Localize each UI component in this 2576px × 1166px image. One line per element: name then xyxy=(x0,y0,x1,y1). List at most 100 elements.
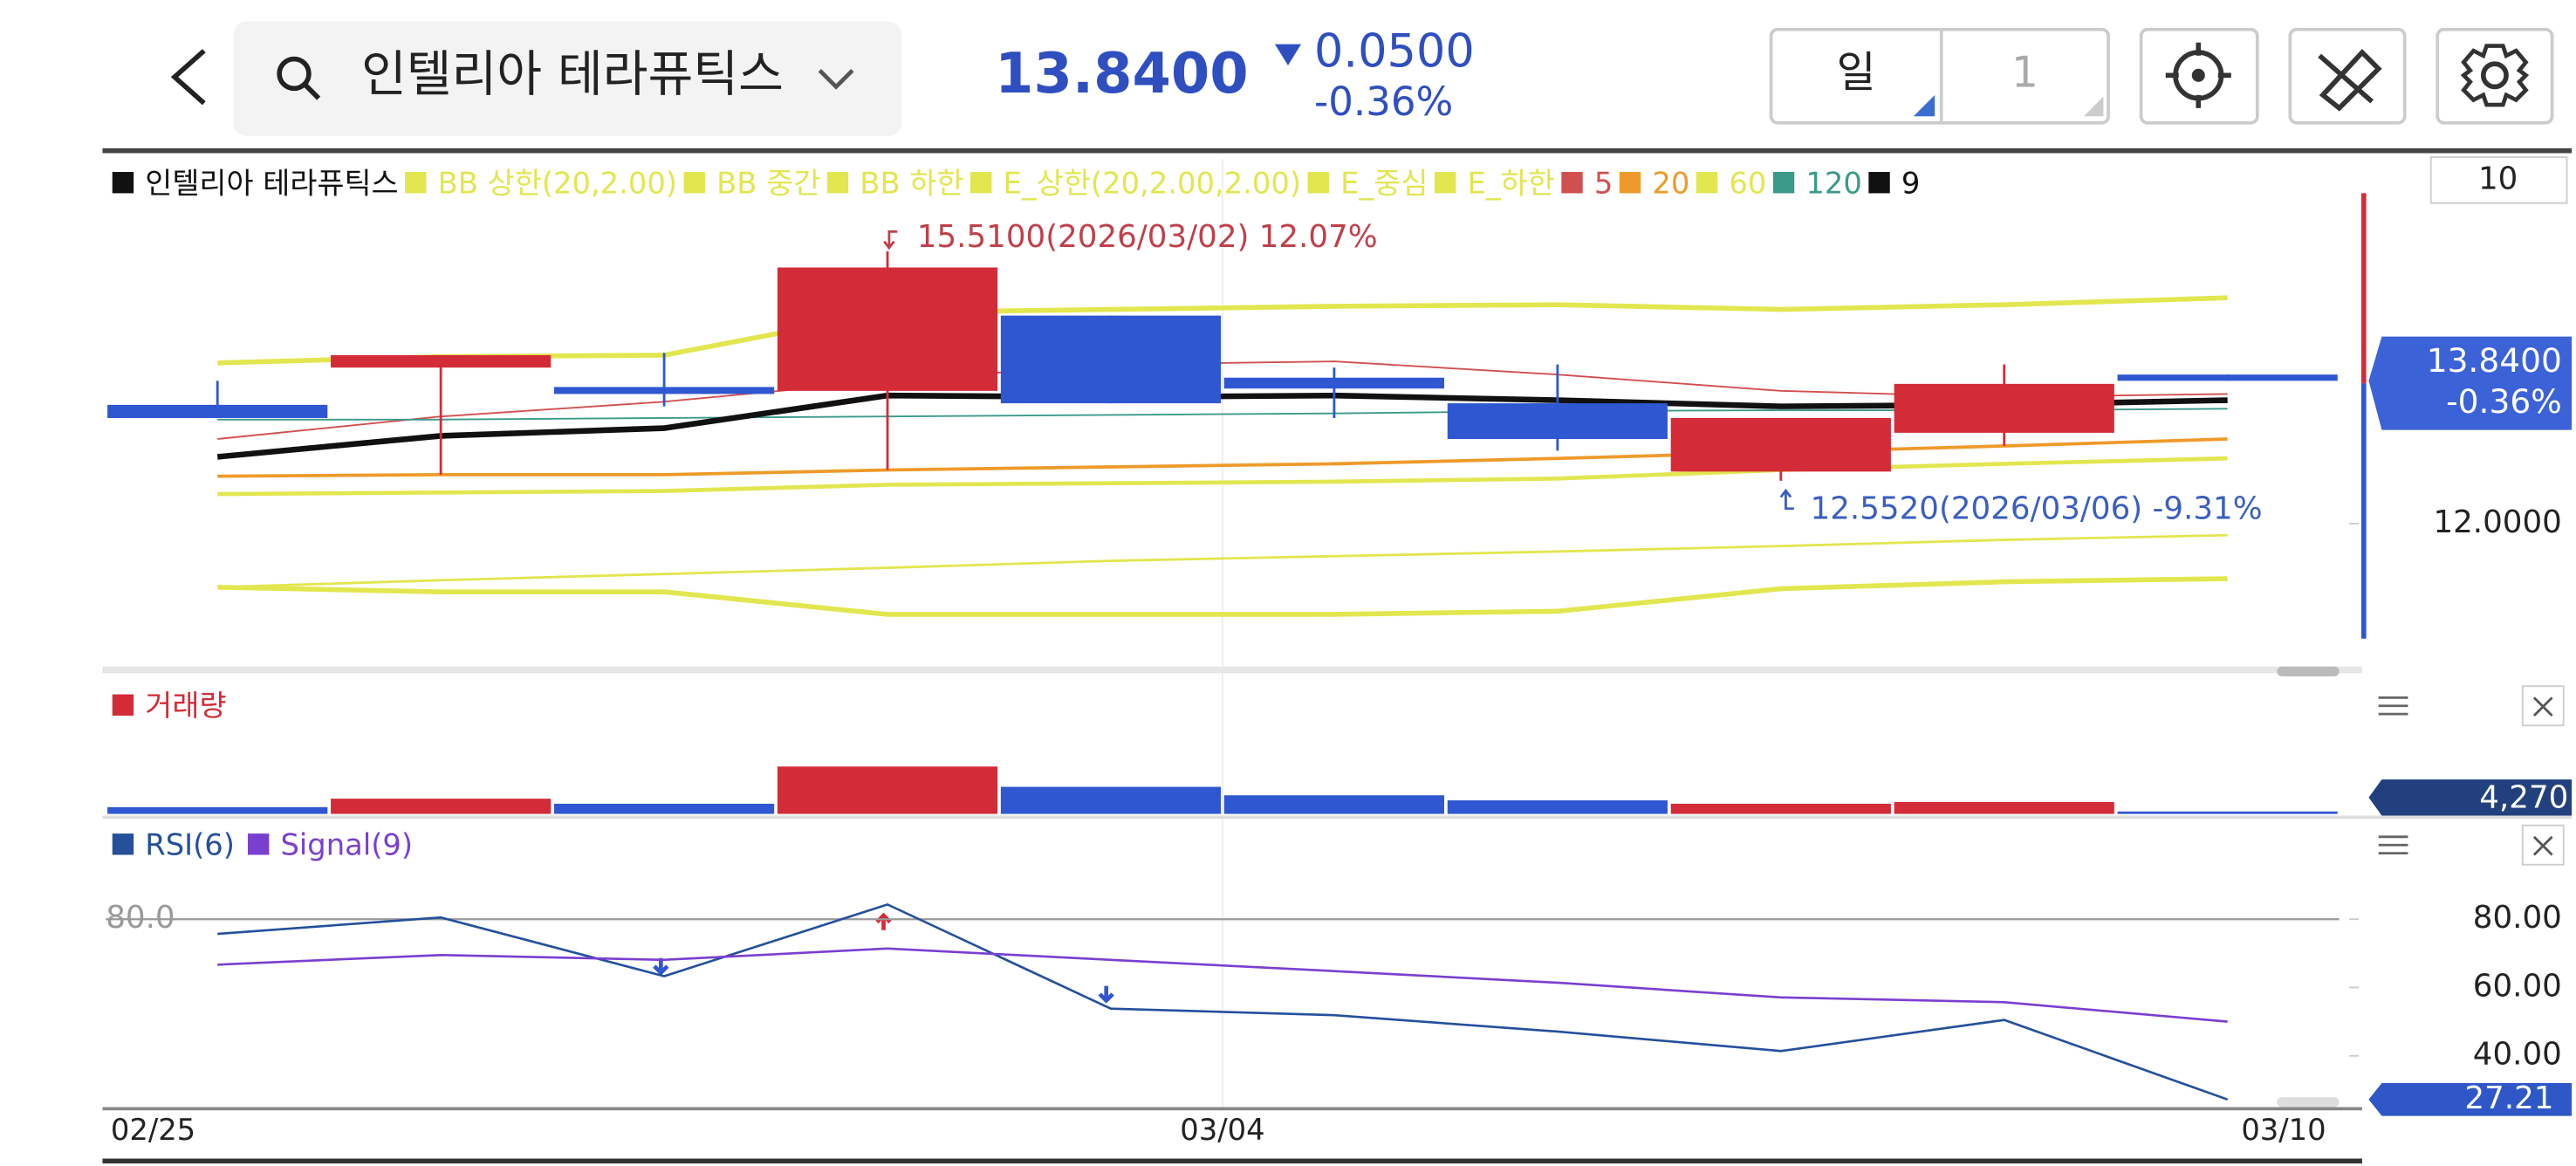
candle-body xyxy=(107,404,328,418)
volume-bar xyxy=(331,799,552,814)
search-icon-handle xyxy=(304,83,321,100)
x-tick-label: 03/10 xyxy=(2241,1113,2326,1147)
min-label: 12.5520(2026/03/06) -9.31% xyxy=(1811,491,2263,527)
overlay-line xyxy=(217,408,2228,421)
panel-title: 거래량 xyxy=(145,689,226,723)
price-tag-value: 13.8400 xyxy=(2427,341,2562,380)
overlay-line xyxy=(217,360,2228,440)
stock-name: 인텔리아 테라퓨틱스 xyxy=(361,46,784,103)
overlay-line xyxy=(217,295,2228,366)
y-tick-label: 12.0000 xyxy=(2433,504,2561,540)
x-tick-label: 02/25 xyxy=(111,1113,195,1147)
volume-bar xyxy=(1894,802,2114,814)
gear-center xyxy=(2480,61,2509,90)
indicator-tag xyxy=(2368,1083,2573,1116)
min-marker xyxy=(1779,488,1794,511)
legend-label: RSI(6) xyxy=(145,828,235,862)
drawing-icon xyxy=(2318,48,2382,112)
max-marker xyxy=(883,230,898,250)
candle-body xyxy=(1447,403,1668,439)
price-tag-pct: -0.36% xyxy=(2446,382,2562,421)
panel-close-icon xyxy=(2532,696,2553,717)
legend-swatch xyxy=(112,172,134,194)
indicator-tag-label: 27.21 xyxy=(2464,1080,2553,1116)
current-price: 13.8400 xyxy=(995,42,1249,106)
overlay-line xyxy=(217,533,2228,589)
legend-swatch xyxy=(1561,172,1583,194)
candle-body xyxy=(553,387,775,394)
settings-button[interactable] xyxy=(2436,27,2554,125)
candle-body xyxy=(1000,315,1222,404)
candle-body xyxy=(1670,417,1891,472)
legend-label: E_중심 xyxy=(1340,167,1428,201)
legend-label: Signal(9) xyxy=(280,828,413,862)
volume-bar xyxy=(553,803,775,814)
candle-body xyxy=(777,267,998,391)
y-tick-label: 80.00 xyxy=(2473,900,2562,936)
dropdown-chevron[interactable] xyxy=(818,69,854,90)
y-tick-label: 60.00 xyxy=(2473,968,2562,1004)
indicator-line xyxy=(217,902,2229,1101)
price-tag xyxy=(2368,336,2573,430)
price-change: 0.0500 xyxy=(1314,25,1475,79)
legend-label: 120 xyxy=(1805,167,1861,201)
legend-label: E_상한(20,2.00,2.00) xyxy=(1004,167,1302,201)
legend-label: BB 하한 xyxy=(860,167,963,201)
legend-label: 9 xyxy=(1901,167,1920,201)
gear-icon xyxy=(2460,44,2530,107)
legend-swatch xyxy=(1434,172,1456,194)
overlay-line xyxy=(217,437,2228,478)
volume-bar xyxy=(1670,803,1891,814)
legend-swatch xyxy=(970,172,992,194)
legend-swatch xyxy=(112,694,134,716)
legend-swatch xyxy=(826,172,849,194)
signal-arrow-down xyxy=(1098,985,1114,1004)
search-icon xyxy=(277,56,312,92)
indicator-line xyxy=(217,947,2228,1023)
legend-label: 5 xyxy=(1594,167,1613,201)
candle-body xyxy=(331,354,552,368)
reference-label: 80.0 xyxy=(106,900,175,936)
legend-swatch xyxy=(1868,172,1890,194)
search-box[interactable] xyxy=(233,21,902,136)
volume-bar xyxy=(1000,786,1222,814)
legend-label: 60 xyxy=(1729,167,1766,201)
overlay-line xyxy=(216,392,2228,460)
legend-swatch xyxy=(1772,172,1795,194)
down-triangle xyxy=(1274,44,1302,66)
volume-bar xyxy=(2117,811,2338,814)
overlay-line xyxy=(217,456,2228,497)
volume-tag-label: 4,270 xyxy=(2479,780,2568,816)
max-label: 15.5100(2026/03/02) 12.07% xyxy=(917,219,1378,255)
scroll-thumb[interactable] xyxy=(2277,1097,2340,1108)
legend-swatch xyxy=(112,833,134,855)
back-button[interactable] xyxy=(170,49,206,106)
legend-swatch xyxy=(1696,172,1718,194)
candle-body xyxy=(1894,383,2114,433)
period-button[interactable]: 일 xyxy=(1837,47,1876,97)
count-box[interactable] xyxy=(2429,156,2568,204)
volume-tag xyxy=(2368,779,2573,816)
y-tick-label: 40.00 xyxy=(2473,1037,2562,1073)
legend-label: BB 상한(20,2.00) xyxy=(438,167,677,201)
volume-bar xyxy=(1223,795,1445,814)
period-count[interactable]: 1 xyxy=(2011,47,2038,97)
x-tick-label: 03/04 xyxy=(1180,1113,1264,1147)
legend-swatch xyxy=(683,172,705,194)
legend-label: 인텔리아 테라퓨틱스 xyxy=(145,167,398,201)
legend-swatch xyxy=(1619,172,1641,194)
panel-menu[interactable] xyxy=(2378,696,2408,716)
drawing-button[interactable] xyxy=(2288,27,2407,125)
panel-menu[interactable] xyxy=(2378,835,2408,855)
candle-body xyxy=(1223,377,1445,389)
panel-close-icon xyxy=(2532,835,2553,856)
count-label: 10 xyxy=(2478,161,2518,196)
legend-label: E_하한 xyxy=(1467,167,1554,201)
volume-bar xyxy=(1447,800,1668,814)
scroll-thumb[interactable] xyxy=(2277,666,2340,676)
overlay-line xyxy=(217,576,2228,617)
legend-label: 20 xyxy=(1652,167,1689,201)
